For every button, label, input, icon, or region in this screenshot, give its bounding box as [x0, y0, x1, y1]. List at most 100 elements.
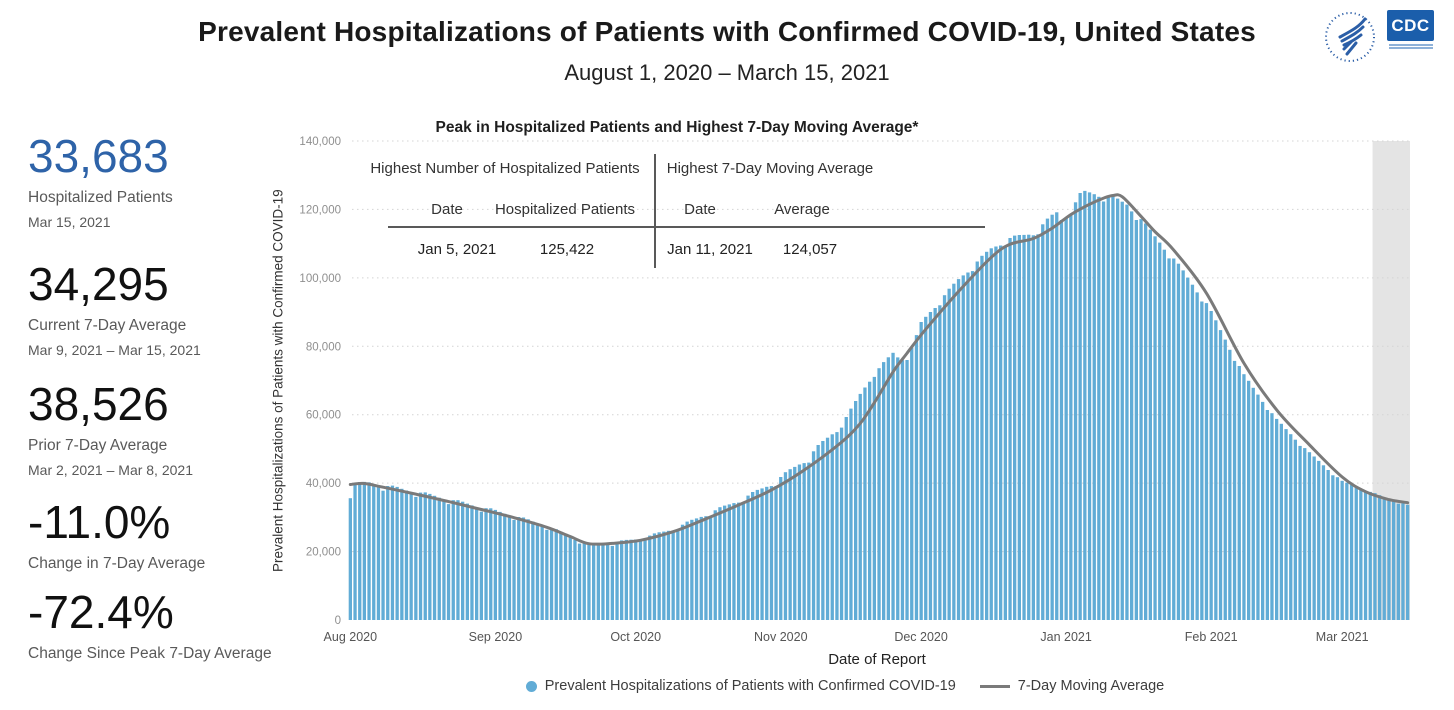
- bar: [1251, 387, 1255, 620]
- bar: [479, 511, 483, 620]
- stat-label: Change Since Peak 7-Day Average: [28, 645, 272, 663]
- bar: [1050, 214, 1054, 620]
- bar: [601, 543, 605, 620]
- bar: [456, 500, 460, 620]
- bar: [376, 486, 381, 620]
- bar: [657, 532, 661, 620]
- bar: [1045, 218, 1050, 620]
- bar: [587, 543, 591, 620]
- bar: [461, 501, 465, 620]
- bar: [451, 500, 455, 620]
- bar: [1317, 460, 1321, 620]
- bar: [1349, 484, 1354, 620]
- bar: [797, 464, 802, 620]
- bar: [751, 492, 755, 620]
- legend-bars-label: Prevalent Hospitalizations of Patients w…: [544, 678, 956, 694]
- stat-sublabel: Mar 9, 2021 – Mar 15, 2021: [28, 342, 201, 359]
- bar: [489, 508, 493, 620]
- hhs-logo-icon: [1325, 12, 1375, 62]
- bar: [942, 295, 947, 620]
- bar: [1392, 501, 1396, 620]
- bar: [1059, 220, 1064, 620]
- bar: [592, 543, 596, 620]
- peak-table-rule: [388, 226, 985, 228]
- bar: [952, 283, 956, 620]
- bar: [395, 486, 399, 620]
- bar: [1073, 202, 1078, 621]
- bar: [1031, 235, 1035, 621]
- x-tick-label: Mar 2021: [1316, 630, 1369, 644]
- bar: [549, 528, 554, 620]
- bar: [1092, 194, 1096, 620]
- bar: [835, 432, 839, 620]
- bar: [994, 246, 998, 620]
- bar: [1293, 439, 1297, 620]
- bar: [1101, 201, 1106, 620]
- bar: [783, 472, 788, 620]
- bar: [1106, 196, 1110, 620]
- bar: [956, 279, 961, 620]
- bar: [1232, 360, 1237, 620]
- bar: [938, 305, 942, 620]
- bar: [1148, 229, 1152, 620]
- bar: [1120, 201, 1124, 620]
- bar: [1326, 470, 1330, 620]
- bar: [1256, 394, 1260, 620]
- bar: [1270, 413, 1274, 620]
- peak-table-peak-date: Jan 5, 2021: [417, 241, 497, 258]
- cdc-logo-icon: CDC: [1387, 10, 1434, 49]
- bar: [470, 505, 474, 620]
- bar: [1134, 220, 1138, 620]
- bar: [980, 255, 984, 621]
- legend-bar-marker-icon: [525, 680, 537, 692]
- bar: [1261, 401, 1265, 620]
- bar: [1139, 219, 1143, 620]
- bar: [694, 518, 699, 620]
- x-tick-label: Nov 2020: [754, 630, 808, 644]
- bar: [432, 495, 437, 620]
- bar: [493, 509, 497, 620]
- bar: [1279, 423, 1283, 620]
- y-tick-label: 120,000: [299, 204, 341, 216]
- stat-value: 34,295: [28, 258, 169, 310]
- bar: [774, 486, 778, 620]
- bar: [1158, 242, 1162, 620]
- bar: [1167, 258, 1171, 620]
- bar: [1176, 263, 1181, 620]
- peak-table-col-average: Average: [774, 201, 830, 218]
- bar: [531, 521, 535, 620]
- stat-label: Current 7-Day Average: [28, 317, 187, 335]
- bar: [676, 530, 680, 620]
- bar: [970, 271, 975, 620]
- bar: [475, 507, 479, 620]
- bar: [1406, 504, 1410, 620]
- peak-table-divider: [654, 154, 656, 268]
- bar: [825, 437, 830, 620]
- bar: [886, 357, 890, 620]
- bar: [348, 498, 352, 620]
- y-tick-label: 20,000: [306, 547, 341, 559]
- bar: [872, 376, 876, 620]
- bar: [666, 530, 671, 620]
- bar: [1331, 475, 1335, 620]
- bar: [1237, 366, 1241, 620]
- bar: [910, 347, 914, 620]
- bar: [418, 492, 423, 620]
- bar: [390, 485, 395, 620]
- bar: [1368, 491, 1372, 620]
- bars-series: [348, 190, 1410, 621]
- stat-label: Hospitalized Patients: [28, 189, 173, 207]
- bar: [985, 251, 989, 621]
- x-tick-label: Dec 2020: [894, 630, 948, 644]
- bar: [414, 496, 418, 620]
- cdc-logo-smalltext: [1388, 43, 1433, 49]
- bar: [643, 540, 647, 620]
- stat-change-since-peak: -72.4% Change Since Peak 7-Day Average: [28, 588, 298, 663]
- bar: [423, 492, 427, 620]
- logos: CDC: [1323, 10, 1434, 64]
- bar: [671, 530, 675, 620]
- bar: [1242, 374, 1246, 620]
- bar: [559, 531, 563, 620]
- bar: [353, 484, 357, 620]
